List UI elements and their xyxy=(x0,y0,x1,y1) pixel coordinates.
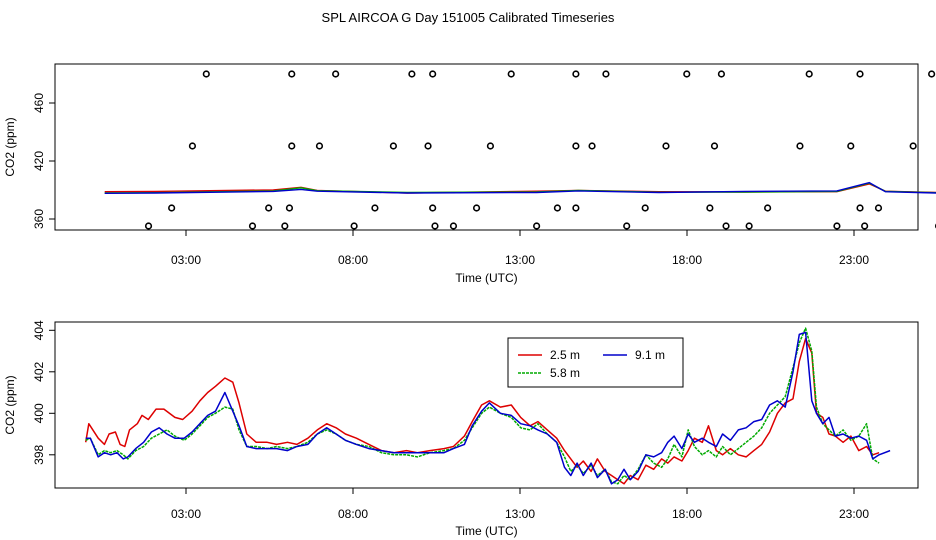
scatter-point xyxy=(553,204,562,212)
y-tick-label: 460 xyxy=(32,93,46,113)
series-line-25m xyxy=(84,337,880,485)
scatter-point xyxy=(424,142,432,150)
page-title: SPL AIRCOA G Day 151005 Calibrated Times… xyxy=(322,10,615,25)
legend-label: 2.5 m xyxy=(550,348,580,362)
scatter-point xyxy=(288,70,296,78)
series-line-58m xyxy=(85,327,880,485)
scatter-point xyxy=(662,142,670,150)
scatter-point xyxy=(856,204,864,212)
y-axis-label: CO2 (ppm) xyxy=(3,375,17,434)
scatter-point xyxy=(745,222,753,230)
scatter-point xyxy=(641,204,649,212)
y-tick-label: 398 xyxy=(32,444,46,464)
scatter-point xyxy=(805,70,813,78)
scatter-point xyxy=(202,70,210,78)
scatter-point xyxy=(856,70,864,78)
scatter-point xyxy=(248,222,257,230)
scatter-point xyxy=(833,222,841,230)
scatter-point xyxy=(429,204,437,212)
scatter-point xyxy=(623,222,631,230)
series-line-91m xyxy=(85,331,891,485)
scatter-point xyxy=(168,204,176,212)
scatter-point xyxy=(265,204,273,212)
x-tick-label: 08:00 xyxy=(338,253,368,267)
scatter-point xyxy=(796,142,804,150)
x-axis-label: Time (UTC) xyxy=(455,271,517,285)
x-tick-label: 03:00 xyxy=(171,507,201,521)
legend-label: 5.8 m xyxy=(550,366,580,380)
scatter-point xyxy=(332,70,340,78)
scatter-point xyxy=(281,222,289,230)
scatter-point xyxy=(928,70,936,78)
legend-box xyxy=(507,337,684,388)
scatter-point xyxy=(710,142,719,150)
x-tick-label: 18:00 xyxy=(672,253,702,267)
scatter-point xyxy=(144,222,153,230)
scatter-point xyxy=(429,70,437,78)
x-tick-label: 13:00 xyxy=(505,253,535,267)
x-tick-label: 23:00 xyxy=(839,507,869,521)
y-axis-label: CO2 (ppm) xyxy=(3,117,17,176)
top-scatter-panel: 360 420 460 03:00 08:00 13:00 18:00 23:00 Time (… xyxy=(3,63,936,285)
scatter-point xyxy=(909,142,917,150)
scatter-point xyxy=(350,222,358,230)
x-tick-label: 13:00 xyxy=(505,507,535,521)
x-tick-label: 03:00 xyxy=(171,253,201,267)
scatter-point xyxy=(371,204,379,212)
scatter-point xyxy=(533,222,541,230)
bottom-line-panel: 398 400 402 404 03:00 08:00 13:00 18:00 23:00 Tim… xyxy=(3,320,919,538)
plot-frame xyxy=(54,63,919,231)
scatter-point xyxy=(764,204,772,212)
x-axis-label: Time (UTC) xyxy=(455,524,517,538)
scatter-point xyxy=(288,142,296,150)
scatter-point xyxy=(722,222,730,230)
scatter-point xyxy=(572,70,580,78)
scatter-point xyxy=(706,204,714,212)
scatter-point xyxy=(602,70,610,78)
scatter-point xyxy=(315,142,324,150)
scatter-point xyxy=(874,204,883,212)
scatter-point xyxy=(847,142,855,150)
scatter-point xyxy=(717,70,726,78)
scatter-point xyxy=(188,142,197,150)
x-tick-label: 18:00 xyxy=(672,507,702,521)
scatter-point xyxy=(285,204,294,212)
scatter-point xyxy=(507,70,515,78)
legend-label: 9.1 m xyxy=(635,348,665,362)
plot-frame xyxy=(54,321,919,489)
scatter-point xyxy=(431,222,439,230)
scatter-point xyxy=(588,142,596,150)
scatter-point xyxy=(486,142,495,150)
legend: 2.5 m 9.1 m 5.8 m xyxy=(507,337,684,388)
scatter-point xyxy=(572,142,580,150)
scatter-point xyxy=(389,142,398,150)
y-tick-label: 402 xyxy=(32,361,46,381)
scatter-point xyxy=(408,70,416,78)
series-line-91m xyxy=(104,181,936,194)
y-tick-label: 404 xyxy=(32,320,46,340)
scatter-point xyxy=(449,222,458,230)
scatter-point xyxy=(572,204,580,212)
y-tick-label: 360 xyxy=(32,209,46,229)
x-tick-label: 23:00 xyxy=(839,253,869,267)
y-tick-label: 420 xyxy=(32,151,46,171)
scatter-point xyxy=(472,204,481,212)
scatter-point xyxy=(861,222,869,230)
scatter-point xyxy=(683,70,691,78)
x-tick-label: 08:00 xyxy=(338,507,368,521)
y-tick-label: 400 xyxy=(32,403,46,423)
